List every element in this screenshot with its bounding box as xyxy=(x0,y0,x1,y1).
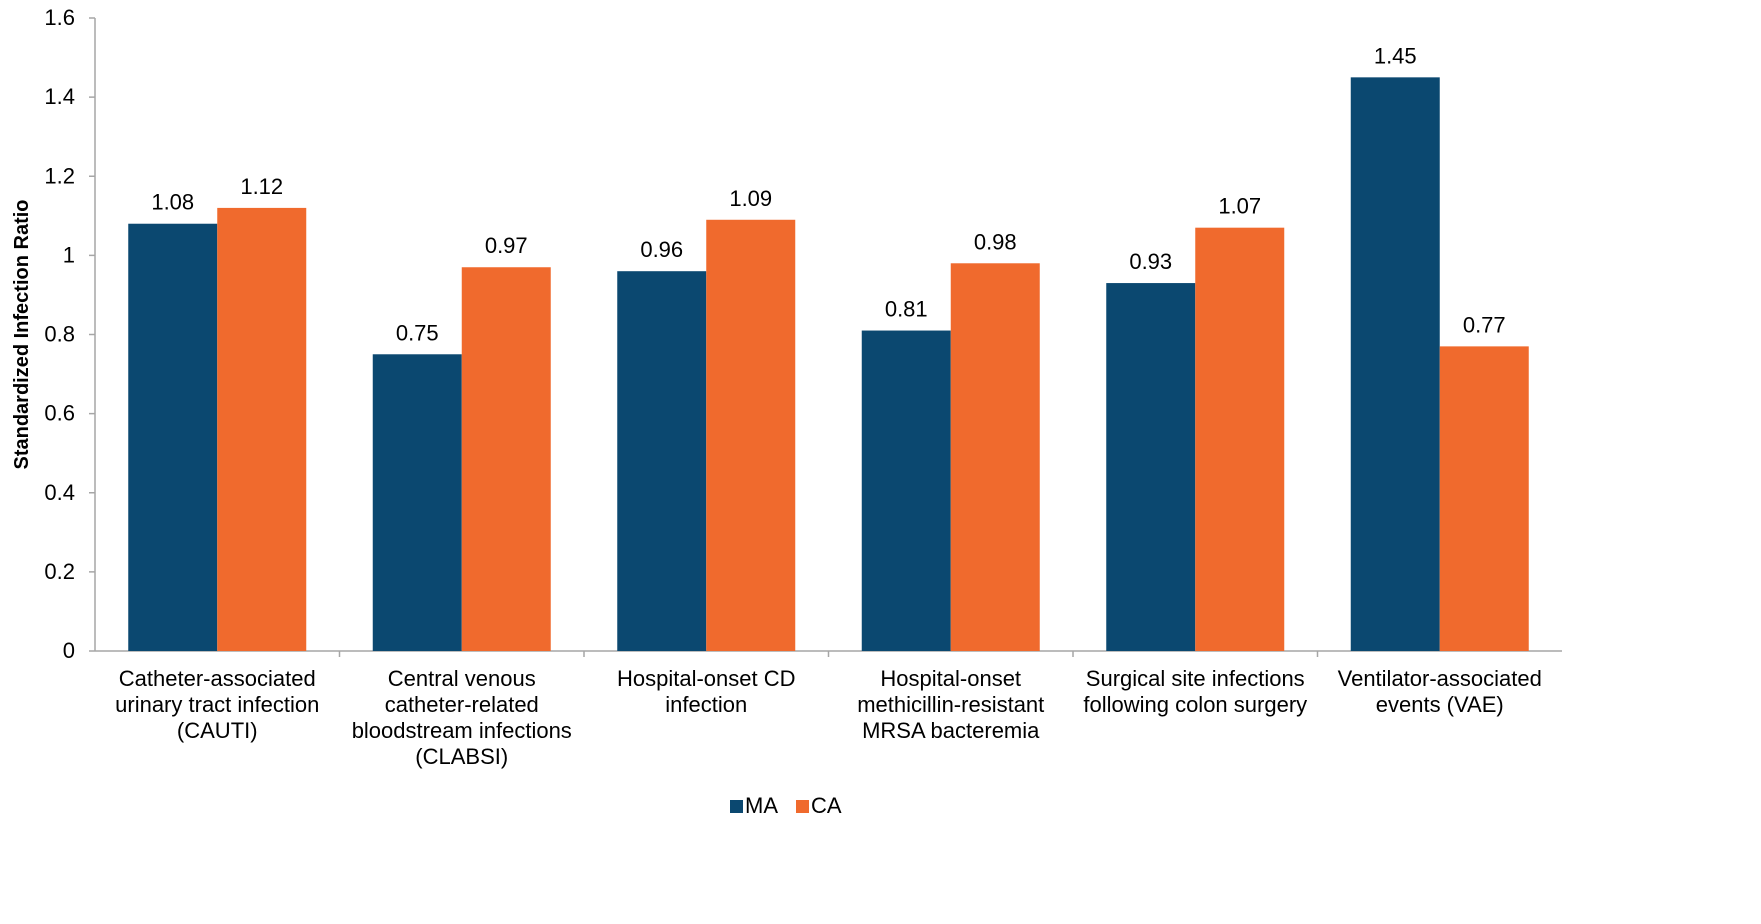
y-tick-label: 0 xyxy=(63,638,75,663)
bar-ma-0 xyxy=(128,223,218,651)
bar-ca-1 xyxy=(461,267,551,651)
legend-label-ma: MA xyxy=(745,793,778,818)
bar-ma-1 xyxy=(372,354,462,651)
x-category-label: bloodstream infections xyxy=(352,718,572,743)
legend-label-ca: CA xyxy=(811,793,842,818)
legend: MA CA xyxy=(730,793,842,818)
x-category-label: infection xyxy=(665,692,747,717)
data-label-ca-2: 1.09 xyxy=(729,186,772,211)
data-label-ma-1: 0.75 xyxy=(396,320,439,345)
y-tick-label: 1.4 xyxy=(44,84,75,109)
x-category-label: (CLABSI) xyxy=(415,744,508,769)
y-tick-label: 0.8 xyxy=(44,322,75,347)
legend-swatch-ca xyxy=(796,800,809,813)
data-label-ma-5: 1.45 xyxy=(1374,43,1417,68)
data-label-ca-5: 0.77 xyxy=(1463,312,1506,337)
y-tick-label: 0.6 xyxy=(44,401,75,426)
data-label-ma-3: 0.81 xyxy=(885,297,928,322)
axes: 00.20.40.60.811.21.41.6 xyxy=(44,5,1562,663)
bar-ma-5 xyxy=(1350,77,1440,651)
y-tick-label: 0.2 xyxy=(44,559,75,584)
x-category-label: Hospital-onset xyxy=(880,666,1021,691)
y-tick-label: 1.6 xyxy=(44,5,75,30)
data-labels: 1.08 1.12 0.75 0.97 0.96 1.09 0.81 0.98 0.93 1.07… xyxy=(151,43,1505,345)
x-category-label: Surgical site infections xyxy=(1086,666,1305,691)
data-label-ca-3: 0.98 xyxy=(974,229,1017,254)
bar-ca-3 xyxy=(950,263,1040,651)
data-label-ma-0: 1.08 xyxy=(151,190,194,215)
y-tick-label: 1 xyxy=(63,242,75,267)
x-category-label: methicillin-resistant xyxy=(857,692,1044,717)
bar-ca-5 xyxy=(1439,346,1529,651)
data-label-ma-4: 0.93 xyxy=(1129,249,1172,274)
bar-ma-3 xyxy=(861,330,951,651)
x-category-label: Ventilator-associated xyxy=(1338,666,1542,691)
bar-ca-2 xyxy=(706,219,796,652)
data-label-ca-0: 1.12 xyxy=(240,174,283,199)
bar-ma-4 xyxy=(1106,283,1196,651)
x-category-label: following colon surgery xyxy=(1083,692,1307,717)
y-axis-title: Standardized Infection Ratio xyxy=(11,199,33,469)
x-category-label: urinary tract infection xyxy=(115,692,319,717)
bars xyxy=(128,77,1529,652)
y-tick-label: 1.2 xyxy=(44,163,75,188)
data-label-ma-2: 0.96 xyxy=(640,237,683,262)
bar-ma-2 xyxy=(617,271,707,651)
data-label-ca-1: 0.97 xyxy=(485,233,528,258)
x-category-label: (CAUTI) xyxy=(177,718,258,743)
bar-ca-0 xyxy=(217,207,307,651)
y-tick-label: 0.4 xyxy=(44,480,75,505)
x-category-label: Hospital-onset CD xyxy=(617,666,796,691)
x-category-label: MRSA bacteremia xyxy=(862,718,1040,743)
legend-swatch-ma xyxy=(730,800,743,813)
x-category-label: catheter-related xyxy=(385,692,539,717)
x-category-label: Catheter-associated xyxy=(119,666,316,691)
x-category-label: Central venous xyxy=(388,666,536,691)
data-label-ca-4: 1.07 xyxy=(1218,194,1261,219)
bar-ca-4 xyxy=(1195,227,1285,651)
x-category-label: events (VAE) xyxy=(1376,692,1504,717)
